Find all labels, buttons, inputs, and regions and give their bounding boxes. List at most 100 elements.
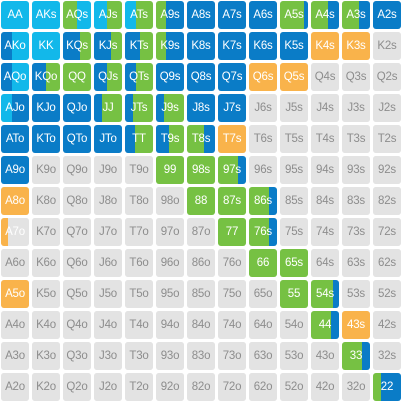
hand-cell-74s[interactable]: 74s: [311, 218, 339, 246]
hand-cell-J9s[interactable]: J9s: [156, 94, 184, 122]
hand-cell-95s[interactable]: 95s: [280, 156, 308, 184]
hand-cell-22[interactable]: 22: [373, 373, 401, 401]
hand-cell-92s[interactable]: 92s: [373, 156, 401, 184]
hand-cell-63o[interactable]: 63o: [249, 342, 277, 370]
hand-cell-Q3s[interactable]: Q3s: [342, 63, 370, 91]
hand-cell-QQ[interactable]: QQ: [63, 63, 91, 91]
hand-cell-72o[interactable]: 72o: [218, 373, 246, 401]
hand-cell-94o[interactable]: 94o: [156, 311, 184, 339]
hand-cell-A5o[interactable]: A5o: [1, 280, 29, 308]
hand-cell-J4s[interactable]: J4s: [311, 94, 339, 122]
hand-cell-T3o[interactable]: T3o: [125, 342, 153, 370]
hand-cell-64s[interactable]: 64s: [311, 249, 339, 277]
hand-cell-A6o[interactable]: A6o: [1, 249, 29, 277]
hand-cell-K4s[interactable]: K4s: [311, 32, 339, 60]
hand-cell-AKo[interactable]: AKo: [1, 32, 29, 60]
hand-cell-T2s[interactable]: T2s: [373, 125, 401, 153]
hand-cell-K8o[interactable]: K8o: [32, 187, 60, 215]
hand-cell-86o[interactable]: 86o: [187, 249, 215, 277]
hand-cell-JTo[interactable]: JTo: [94, 125, 122, 153]
hand-cell-ATs[interactable]: ATs: [125, 1, 153, 29]
hand-cell-83o[interactable]: 83o: [187, 342, 215, 370]
hand-cell-82o[interactable]: 82o: [187, 373, 215, 401]
hand-cell-88[interactable]: 88: [187, 187, 215, 215]
hand-cell-Q7s[interactable]: Q7s: [218, 63, 246, 91]
hand-cell-Q6s[interactable]: Q6s: [249, 63, 277, 91]
hand-cell-AQo[interactable]: AQo: [1, 63, 29, 91]
hand-cell-97o[interactable]: 97o: [156, 218, 184, 246]
hand-cell-85s[interactable]: 85s: [280, 187, 308, 215]
hand-cell-A2o[interactable]: A2o: [1, 373, 29, 401]
hand-cell-AA[interactable]: AA: [1, 1, 29, 29]
hand-cell-Q9s[interactable]: Q9s: [156, 63, 184, 91]
hand-cell-98s[interactable]: 98s: [187, 156, 215, 184]
hand-cell-53o[interactable]: 53o: [280, 342, 308, 370]
hand-cell-K2s[interactable]: K2s: [373, 32, 401, 60]
hand-cell-43o[interactable]: 43o: [311, 342, 339, 370]
hand-cell-75s[interactable]: 75s: [280, 218, 308, 246]
hand-cell-52o[interactable]: 52o: [280, 373, 308, 401]
hand-cell-32o[interactable]: 32o: [342, 373, 370, 401]
hand-cell-75o[interactable]: 75o: [218, 280, 246, 308]
hand-cell-J5o[interactable]: J5o: [94, 280, 122, 308]
hand-cell-AJs[interactable]: AJs: [94, 1, 122, 29]
hand-cell-A5s[interactable]: A5s: [280, 1, 308, 29]
hand-cell-83s[interactable]: 83s: [342, 187, 370, 215]
hand-cell-84s[interactable]: 84s: [311, 187, 339, 215]
hand-cell-Q8s[interactable]: Q8s: [187, 63, 215, 91]
hand-cell-62o[interactable]: 62o: [249, 373, 277, 401]
hand-cell-T9s[interactable]: T9s: [156, 125, 184, 153]
hand-cell-K8s[interactable]: K8s: [187, 32, 215, 60]
hand-cell-KJs[interactable]: KJs: [94, 32, 122, 60]
hand-cell-KK[interactable]: KK: [32, 32, 60, 60]
hand-cell-J8s[interactable]: J8s: [187, 94, 215, 122]
hand-cell-96s[interactable]: 96s: [249, 156, 277, 184]
hand-cell-84o[interactable]: 84o: [187, 311, 215, 339]
hand-cell-A3o[interactable]: A3o: [1, 342, 29, 370]
hand-cell-93o[interactable]: 93o: [156, 342, 184, 370]
hand-cell-73o[interactable]: 73o: [218, 342, 246, 370]
hand-cell-Q5s[interactable]: Q5s: [280, 63, 308, 91]
hand-cell-K9s[interactable]: K9s: [156, 32, 184, 60]
hand-cell-Q2s[interactable]: Q2s: [373, 63, 401, 91]
hand-cell-76o[interactable]: 76o: [218, 249, 246, 277]
hand-cell-52s[interactable]: 52s: [373, 280, 401, 308]
hand-cell-J7s[interactable]: J7s: [218, 94, 246, 122]
hand-cell-54o[interactable]: 54o: [280, 311, 308, 339]
hand-cell-Q5o[interactable]: Q5o: [63, 280, 91, 308]
hand-cell-62s[interactable]: 62s: [373, 249, 401, 277]
hand-cell-J5s[interactable]: J5s: [280, 94, 308, 122]
hand-cell-42s[interactable]: 42s: [373, 311, 401, 339]
hand-cell-55[interactable]: 55: [280, 280, 308, 308]
hand-cell-33[interactable]: 33: [342, 342, 370, 370]
hand-cell-A2s[interactable]: A2s: [373, 1, 401, 29]
hand-cell-94s[interactable]: 94s: [311, 156, 339, 184]
hand-cell-K3s[interactable]: K3s: [342, 32, 370, 60]
hand-cell-TT[interactable]: TT: [125, 125, 153, 153]
hand-cell-A9o[interactable]: A9o: [1, 156, 29, 184]
hand-cell-73s[interactable]: 73s: [342, 218, 370, 246]
hand-cell-QTs[interactable]: QTs: [125, 63, 153, 91]
hand-cell-96o[interactable]: 96o: [156, 249, 184, 277]
hand-cell-J6s[interactable]: J6s: [249, 94, 277, 122]
hand-cell-98o[interactable]: 98o: [156, 187, 184, 215]
hand-cell-JTs[interactable]: JTs: [125, 94, 153, 122]
hand-cell-A4s[interactable]: A4s: [311, 1, 339, 29]
hand-cell-K5s[interactable]: K5s: [280, 32, 308, 60]
hand-cell-85o[interactable]: 85o: [187, 280, 215, 308]
hand-cell-Q4o[interactable]: Q4o: [63, 311, 91, 339]
hand-cell-J4o[interactable]: J4o: [94, 311, 122, 339]
hand-cell-J9o[interactable]: J9o: [94, 156, 122, 184]
hand-cell-77[interactable]: 77: [218, 218, 246, 246]
hand-cell-Q9o[interactable]: Q9o: [63, 156, 91, 184]
hand-cell-Q6o[interactable]: Q6o: [63, 249, 91, 277]
hand-cell-K6o[interactable]: K6o: [32, 249, 60, 277]
hand-cell-63s[interactable]: 63s: [342, 249, 370, 277]
hand-cell-T5s[interactable]: T5s: [280, 125, 308, 153]
hand-cell-54s[interactable]: 54s: [311, 280, 339, 308]
hand-cell-T7s[interactable]: T7s: [218, 125, 246, 153]
hand-cell-AKs[interactable]: AKs: [32, 1, 60, 29]
hand-cell-87o[interactable]: 87o: [187, 218, 215, 246]
hand-cell-44[interactable]: 44: [311, 311, 339, 339]
hand-cell-KJo[interactable]: KJo: [32, 94, 60, 122]
